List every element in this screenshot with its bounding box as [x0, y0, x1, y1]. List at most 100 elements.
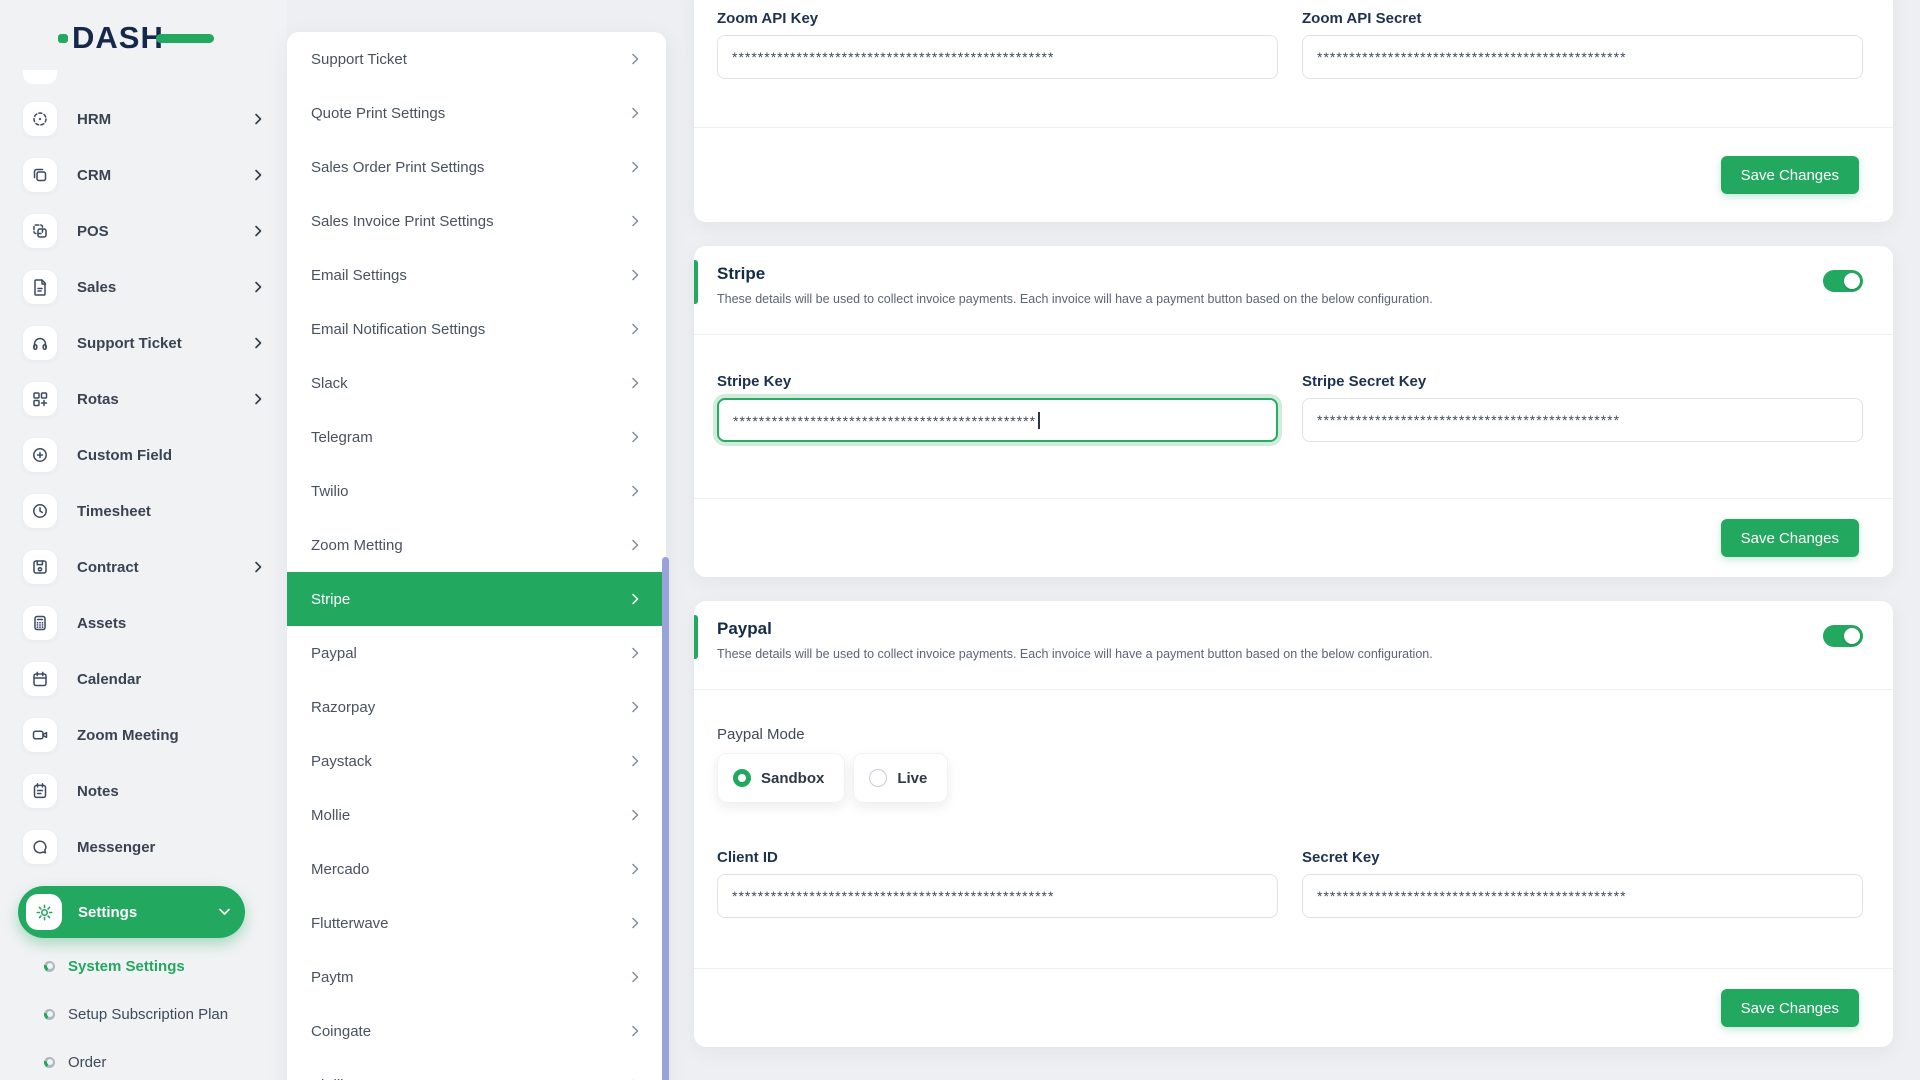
sidebar-subitem-setup-subscription-plan[interactable]: Setup Subscription Plan: [0, 1000, 287, 1028]
paypal-mode-live-option[interactable]: Live: [853, 753, 949, 803]
save-changes-button[interactable]: Save Changes: [1720, 519, 1859, 557]
settings-menu-item-sales-invoice-print-settings[interactable]: Sales Invoice Print Settings: [287, 194, 666, 248]
paypal-mode-sandbox-option[interactable]: Sandbox: [717, 753, 846, 803]
sidebar-item-assets[interactable]: Assets: [0, 606, 287, 640]
sidebar-item-label: POS: [77, 222, 109, 240]
chevron-right-icon: [631, 647, 640, 659]
settings-menu-item-mercado[interactable]: Mercado: [287, 842, 666, 896]
sidebar-item-label: Timesheet: [77, 502, 151, 520]
menu-item-label: Slack: [311, 374, 348, 392]
subitem-label: Order: [68, 1053, 107, 1071]
sidebar-subitem-system-settings[interactable]: System Settings: [0, 952, 287, 980]
settings-menu-item-razorpay[interactable]: Razorpay: [287, 680, 666, 734]
menu-item-label: Email Notification Settings: [311, 320, 486, 338]
zoom-api-secret-input[interactable]: ****************************************…: [1302, 35, 1863, 79]
settings-menu-item-stripe[interactable]: Stripe: [287, 572, 666, 626]
secret-key-input[interactable]: ****************************************…: [1302, 874, 1863, 918]
settings-menu-item-paystack[interactable]: Paystack: [287, 734, 666, 788]
settings-menu-item-skrill[interactable]: Skrill: [287, 1058, 666, 1080]
crm-icon: [23, 158, 57, 192]
sidebar-item-messenger[interactable]: Messenger: [0, 830, 287, 864]
settings-menu-item-flutterwave[interactable]: Flutterwave: [287, 896, 666, 950]
settings-menu-item-telegram[interactable]: Telegram: [287, 410, 666, 464]
save-changes-button[interactable]: Save Changes: [1720, 989, 1859, 1027]
field-label: Secret Key: [1302, 849, 1380, 866]
settings-menu-item-sales-order-print-settings[interactable]: Sales Order Print Settings: [287, 140, 666, 194]
menu-item-label: Support Ticket: [311, 50, 407, 68]
menu-item-label: Paystack: [311, 752, 372, 770]
sidebar-item-hrm[interactable]: HRM: [0, 102, 287, 136]
chevron-right-icon: [254, 393, 263, 405]
chevron-right-icon: [631, 53, 640, 65]
settings-menu-item-support-ticket[interactable]: Support Ticket: [287, 32, 666, 86]
brand-logo[interactable]: DASH: [58, 18, 222, 58]
stripe-enabled-toggle[interactable]: [1823, 270, 1863, 292]
settings-menu-item-mollie[interactable]: Mollie: [287, 788, 666, 842]
chevron-right-icon: [631, 593, 640, 605]
chevron-right-icon: [254, 561, 263, 573]
chevron-right-icon: [254, 113, 263, 125]
client-id-input[interactable]: ****************************************…: [717, 874, 1278, 918]
chevron-right-icon: [631, 809, 640, 821]
sidebar-item-crm[interactable]: CRM: [0, 158, 287, 192]
logo-dot: [58, 34, 68, 43]
settings-menu-item-slack[interactable]: Slack: [287, 356, 666, 410]
chevron-right-icon: [631, 215, 640, 227]
settings-menu-item-email-notification-settings[interactable]: Email Notification Settings: [287, 302, 666, 356]
notes-icon: [23, 774, 57, 808]
logo-text: DASH: [72, 20, 164, 55]
menu-item-label: Paytm: [311, 968, 354, 986]
sidebar-item-custom-field[interactable]: Custom Field: [0, 438, 287, 472]
sidebar-item-timesheet[interactable]: Timesheet: [0, 494, 287, 528]
sidebar-item-pos[interactable]: POS: [0, 214, 287, 248]
settings-menu-item-paypal[interactable]: Paypal: [287, 626, 666, 680]
menu-item-label: Flutterwave: [311, 914, 389, 932]
sidebar-item-settings[interactable]: Settings: [18, 886, 245, 938]
panel-scrollbar[interactable]: [662, 557, 669, 1080]
chevron-down-icon: [219, 908, 231, 917]
sidebar-item-calendar[interactable]: Calendar: [0, 662, 287, 696]
sidebar-subitem-order[interactable]: Order: [0, 1048, 287, 1076]
chevron-right-icon: [631, 539, 640, 551]
sidebar-item-label: Rotas: [77, 390, 119, 408]
partial-nav-tile: [23, 70, 57, 84]
chevron-right-icon: [631, 323, 640, 335]
settings-submenu: System Settings Setup Subscription Plan …: [0, 952, 287, 1076]
settings-menu-item-quote-print-settings[interactable]: Quote Print Settings: [287, 86, 666, 140]
headphones-icon: [23, 326, 57, 360]
field-label: Zoom API Secret: [1302, 10, 1422, 27]
settings-menu-item-coingate[interactable]: Coingate: [287, 1004, 666, 1058]
chevron-right-icon: [631, 485, 640, 497]
chevron-right-icon: [254, 225, 263, 237]
plus-circle-icon: [23, 438, 57, 472]
chevron-right-icon: [254, 337, 263, 349]
stripe-card-header: Stripe These details will be used to col…: [694, 246, 1893, 335]
field-zoom-api-key: Zoom API Key ***************************…: [717, 10, 1278, 79]
chevron-right-icon: [631, 863, 640, 875]
settings-menu-item-email-settings[interactable]: Email Settings: [287, 248, 666, 302]
paypal-mode-options: Sandbox Live: [717, 753, 1863, 803]
sidebar-item-support-ticket[interactable]: Support Ticket: [0, 326, 287, 360]
subitem-label: Setup Subscription Plan: [68, 1005, 229, 1023]
sidebar-item-rotas[interactable]: Rotas: [0, 382, 287, 416]
sidebar-item-contract[interactable]: Contract: [0, 550, 287, 584]
zoom-api-key-input[interactable]: ****************************************…: [717, 35, 1278, 79]
menu-item-label: Coingate: [311, 1022, 372, 1040]
stripe-key-input[interactable]: ****************************************…: [717, 398, 1278, 442]
settings-menu-item-twilio[interactable]: Twilio: [287, 464, 666, 518]
field-label: Stripe Key: [717, 373, 792, 390]
chevron-right-icon: [631, 701, 640, 713]
main-content: Zoom API Key ***************************…: [666, 0, 1920, 1080]
settings-menu-item-zoom-metting[interactable]: Zoom Metting: [287, 518, 666, 572]
video-camera-icon: [23, 718, 57, 752]
field-label: Client ID: [717, 849, 778, 866]
hrm-icon: [23, 102, 57, 136]
stripe-secret-key-input[interactable]: ****************************************…: [1302, 398, 1863, 442]
save-changes-button[interactable]: Save Changes: [1720, 156, 1859, 194]
sidebar-item-notes[interactable]: Notes: [0, 774, 287, 808]
chevron-right-icon: [631, 1025, 640, 1037]
paypal-enabled-toggle[interactable]: [1823, 625, 1863, 647]
sidebar-item-sales[interactable]: Sales: [0, 270, 287, 304]
settings-menu-item-paytm[interactable]: Paytm: [287, 950, 666, 1004]
sidebar-item-zoom-meeting[interactable]: Zoom Meeting: [0, 718, 287, 752]
